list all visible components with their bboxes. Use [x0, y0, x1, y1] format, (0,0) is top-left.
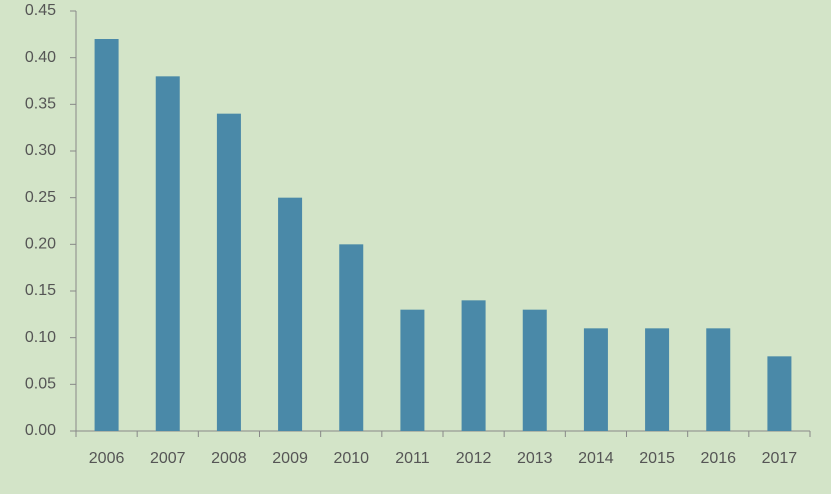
x-tick-label: 2006 [89, 450, 125, 467]
bar [155, 76, 180, 431]
x-tick-label: 2015 [639, 450, 675, 467]
bar [461, 300, 486, 431]
y-tick-label: 0.00 [25, 422, 56, 439]
bar [339, 244, 364, 431]
bar [583, 328, 608, 431]
x-tick-label: 2014 [578, 450, 614, 467]
bar [767, 356, 792, 431]
bar [522, 309, 547, 431]
x-tick-label: 2009 [272, 450, 308, 467]
y-tick-label: 0.25 [25, 189, 56, 206]
x-tick-label: 2017 [762, 450, 798, 467]
y-tick-label: 0.20 [25, 236, 56, 253]
y-tick-label: 0.15 [25, 282, 56, 299]
x-tick-label: 2012 [456, 450, 492, 467]
bar [216, 113, 241, 432]
x-tick-label: 2010 [333, 450, 369, 467]
y-tick-label: 0.40 [25, 49, 56, 66]
bar [645, 328, 670, 431]
bar [706, 328, 731, 431]
y-tick-label: 0.35 [25, 96, 56, 113]
bar [400, 309, 425, 431]
x-tick-label: 2011 [395, 450, 430, 467]
y-tick-label: 0.45 [25, 2, 56, 19]
x-tick-label: 2013 [517, 450, 553, 467]
bar [278, 197, 303, 431]
y-tick-label: 0.10 [25, 329, 56, 346]
y-tick-label: 0.30 [25, 142, 56, 159]
x-tick-label: 2016 [700, 450, 736, 467]
x-tick-label: 2008 [211, 450, 247, 467]
y-tick-label: 0.05 [25, 376, 56, 393]
x-tick-label: 2007 [150, 450, 186, 467]
bar [94, 39, 119, 431]
